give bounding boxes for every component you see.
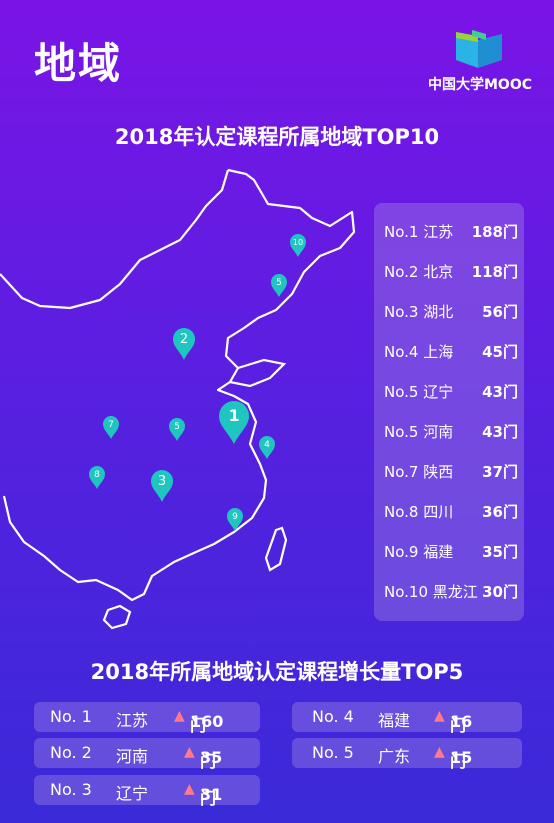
top10-panel: No.1 江苏 188门 No.2 北京 118门 No.3 湖北 56门 No…: [374, 203, 524, 621]
svg-text:10: 10: [293, 238, 303, 247]
growth-item: No. 2 河南 ▲ 35 门: [34, 738, 260, 771]
pin-10: 10: [290, 234, 306, 257]
list-item: No.7 陕西 37门: [384, 463, 518, 481]
list-item: No.8 四川 36门: [384, 503, 518, 521]
pin-7: 7: [103, 416, 119, 439]
list-item: No.10 黑龙江 30门: [384, 583, 518, 601]
list-item: No.2 北京 118门: [384, 263, 518, 281]
growth-item: No. 3 辽宁 ▲ 31 门: [34, 775, 260, 808]
growth-item: No. 1 江苏 ▲ 160 门: [34, 702, 260, 735]
pin-2: 2: [173, 328, 195, 360]
shandong-peninsula: [229, 358, 287, 388]
pin-9: 9: [227, 508, 243, 531]
growth-item: No. 4 福建 ▲ 16 门: [292, 702, 522, 735]
logo-text: 中国大学MOOC: [427, 77, 532, 93]
pin-5b: 5: [169, 418, 185, 441]
list-item: No.3 湖北 56门: [384, 303, 518, 321]
svg-text:2: 2: [180, 332, 188, 347]
list-item: No.1 江苏 188门: [384, 223, 518, 241]
up-arrow-icon: ▲: [184, 744, 195, 760]
pin-1: 1: [219, 401, 249, 444]
pin-8: 8: [89, 466, 105, 489]
growth-title: 2018年所属地域认定课程增长量TOP5: [90, 660, 464, 684]
china-map: 1 2 3 4 5 5 7 8 9 10: [0, 168, 356, 630]
top10-title: 2018年认定课程所属地域TOP10: [114, 125, 440, 149]
svg-text:5: 5: [174, 422, 180, 432]
svg-text:3: 3: [158, 474, 166, 489]
pin-5a: 5: [271, 274, 287, 297]
list-item: No.5 辽宁 43门: [384, 383, 518, 401]
pin-4: 4: [259, 436, 275, 459]
mooc-logo-icon: [456, 30, 502, 68]
svg-text:5: 5: [276, 278, 282, 288]
mooc-logo: 中国大学MOOC: [426, 30, 534, 94]
list-item: No.4 上海 45门: [384, 343, 518, 361]
svg-text:4: 4: [264, 440, 270, 450]
svg-text:8: 8: [94, 470, 100, 480]
hainan-outline: [102, 604, 132, 630]
pin-3: 3: [151, 470, 173, 502]
up-arrow-icon: ▲: [434, 708, 445, 724]
pin-label: 1: [228, 406, 239, 425]
list-item: No.9 福建 35门: [384, 543, 518, 561]
up-arrow-icon: ▲: [174, 708, 185, 724]
growth-item: No. 5 广东 ▲ 15 门: [292, 738, 522, 771]
svg-text:7: 7: [108, 420, 114, 430]
taiwan-outline: [264, 526, 288, 572]
page-title: 地域: [34, 39, 123, 88]
up-arrow-icon: ▲: [434, 744, 445, 760]
svg-text:9: 9: [232, 512, 238, 522]
up-arrow-icon: ▲: [184, 781, 195, 797]
list-item: No.5 河南 43门: [384, 423, 518, 441]
china-outline: [0, 168, 356, 602]
